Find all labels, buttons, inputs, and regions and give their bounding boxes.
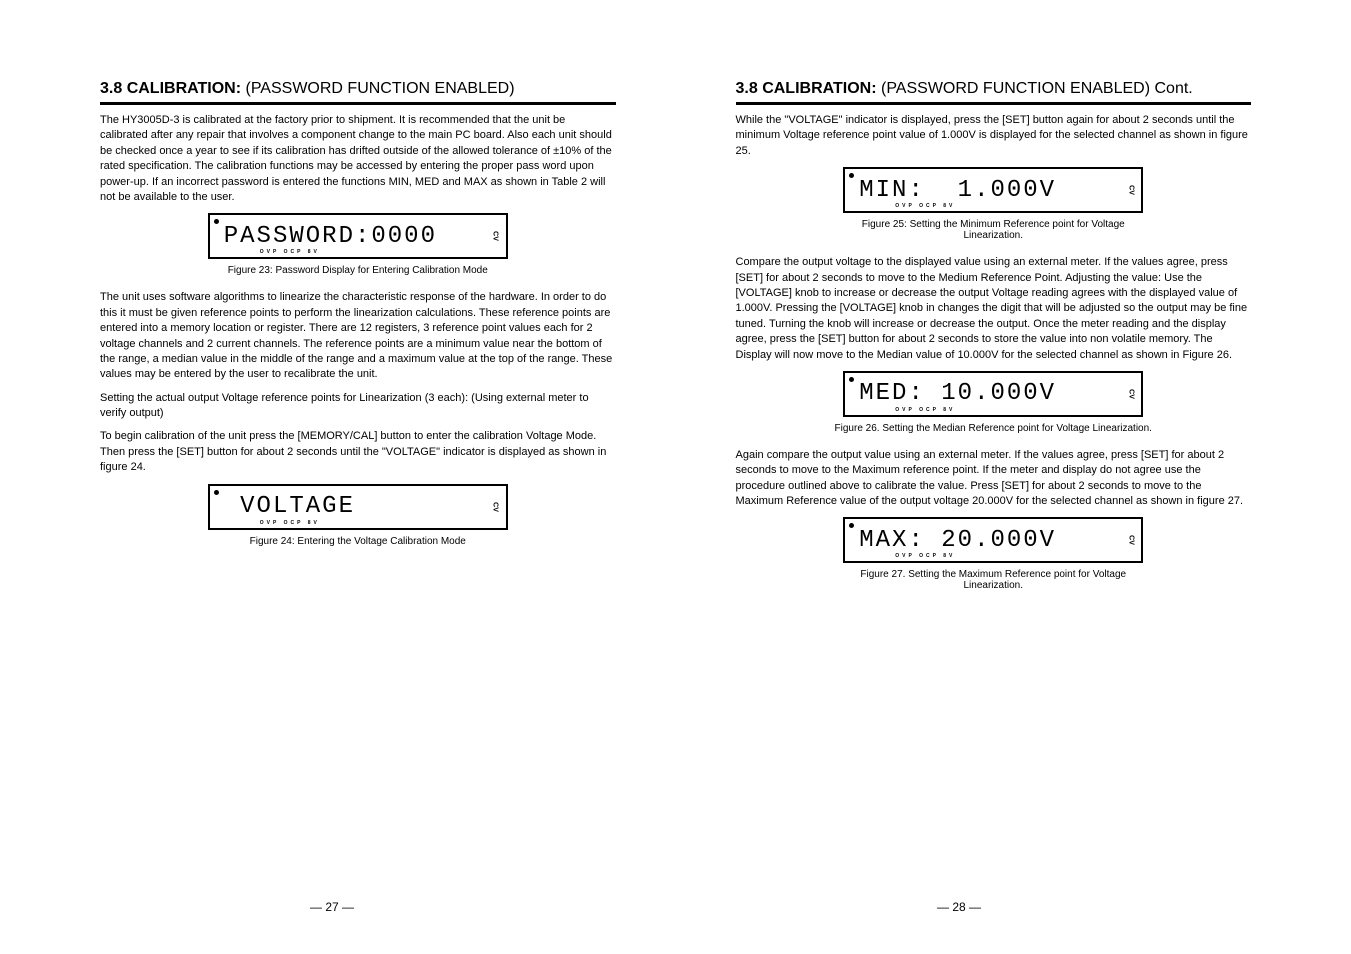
lcd-dot-icon [849,377,854,382]
lcd-side-label: CV [1127,536,1134,546]
right-heading-sub: (PASSWORD FUNCTION ENABLED) Cont. [877,80,1193,97]
lcd-voltage: VOLTAGE OVP OCP 8V CV [208,484,508,530]
left-p1: The HY3005D-3 is calibrated at the facto… [100,113,616,205]
lcd-dot-icon [214,219,219,224]
lcd-min-text: MIN: 1.000V [859,177,1056,204]
lcd-markers: OVP OCP 8V [895,407,955,413]
page-spread: 3.8 CALIBRATION: (PASSWORD FUNCTION ENAB… [0,0,1351,645]
fig24-caption: Figure 24: Entering the Voltage Calibrat… [198,536,518,547]
page-number-left: — 27 — [310,900,354,914]
fig27-caption: Figure 27. Setting the Maximum Reference… [833,569,1153,591]
lcd-dot-icon [214,490,219,495]
fig23-caption: Figure 23: Password Display for Entering… [198,265,518,276]
fig26-caption: Figure 26. Setting the Median Reference … [833,423,1153,434]
left-p3: Setting the actual output Voltage refere… [100,391,616,422]
lcd-max: MAX: 20.000V OVP OCP 8V CV [843,517,1143,563]
lcd-med: MED: 10.000V OVP OCP 8V CV [843,371,1143,417]
lcd-side-label: CV [491,502,498,512]
lcd-dot-icon [849,523,854,528]
right-p3: Again compare the output value using an … [736,448,1252,510]
lcd-password-text: PASSWORD:0000 [224,223,437,250]
fig25-caption: Figure 25: Setting the Minimum Reference… [833,219,1153,241]
lcd-markers: OVP OCP 8V [260,249,320,255]
lcd-markers: OVP OCP 8V [260,520,320,526]
lcd-markers: OVP OCP 8V [895,553,955,559]
page-number-right: — 28 — [937,900,981,914]
lcd-side-label: CV [1127,389,1134,399]
right-p2: Compare the output voltage to the displa… [736,255,1252,363]
lcd-min: MIN: 1.000V OVP OCP 8V CV [843,167,1143,213]
left-p4: To begin calibration of the unit press t… [100,429,616,475]
right-column: 3.8 CALIBRATION: (PASSWORD FUNCTION ENAB… [736,80,1252,605]
lcd-side-label: CV [491,231,498,241]
lcd-side-label: CV [1127,185,1134,195]
lcd-markers: OVP OCP 8V [895,203,955,209]
right-p1: While the "VOLTAGE" indicator is display… [736,113,1252,159]
lcd-med-text: MED: 10.000V [859,380,1056,407]
lcd-dot-icon [849,173,854,178]
left-p2: The unit uses software algorithms to lin… [100,290,616,382]
left-column: 3.8 CALIBRATION: (PASSWORD FUNCTION ENAB… [100,80,616,605]
lcd-password: PASSWORD:0000 OVP OCP 8V CV [208,213,508,259]
right-heading: 3.8 CALIBRATION: (PASSWORD FUNCTION ENAB… [736,80,1252,105]
lcd-max-text: MAX: 20.000V [859,527,1056,554]
lcd-voltage-text: VOLTAGE [224,493,355,520]
right-heading-main: 3.8 CALIBRATION: [736,80,877,97]
left-heading-sub: (PASSWORD FUNCTION ENABLED) [241,80,515,97]
left-heading: 3.8 CALIBRATION: (PASSWORD FUNCTION ENAB… [100,80,616,105]
left-heading-main: 3.8 CALIBRATION: [100,80,241,97]
